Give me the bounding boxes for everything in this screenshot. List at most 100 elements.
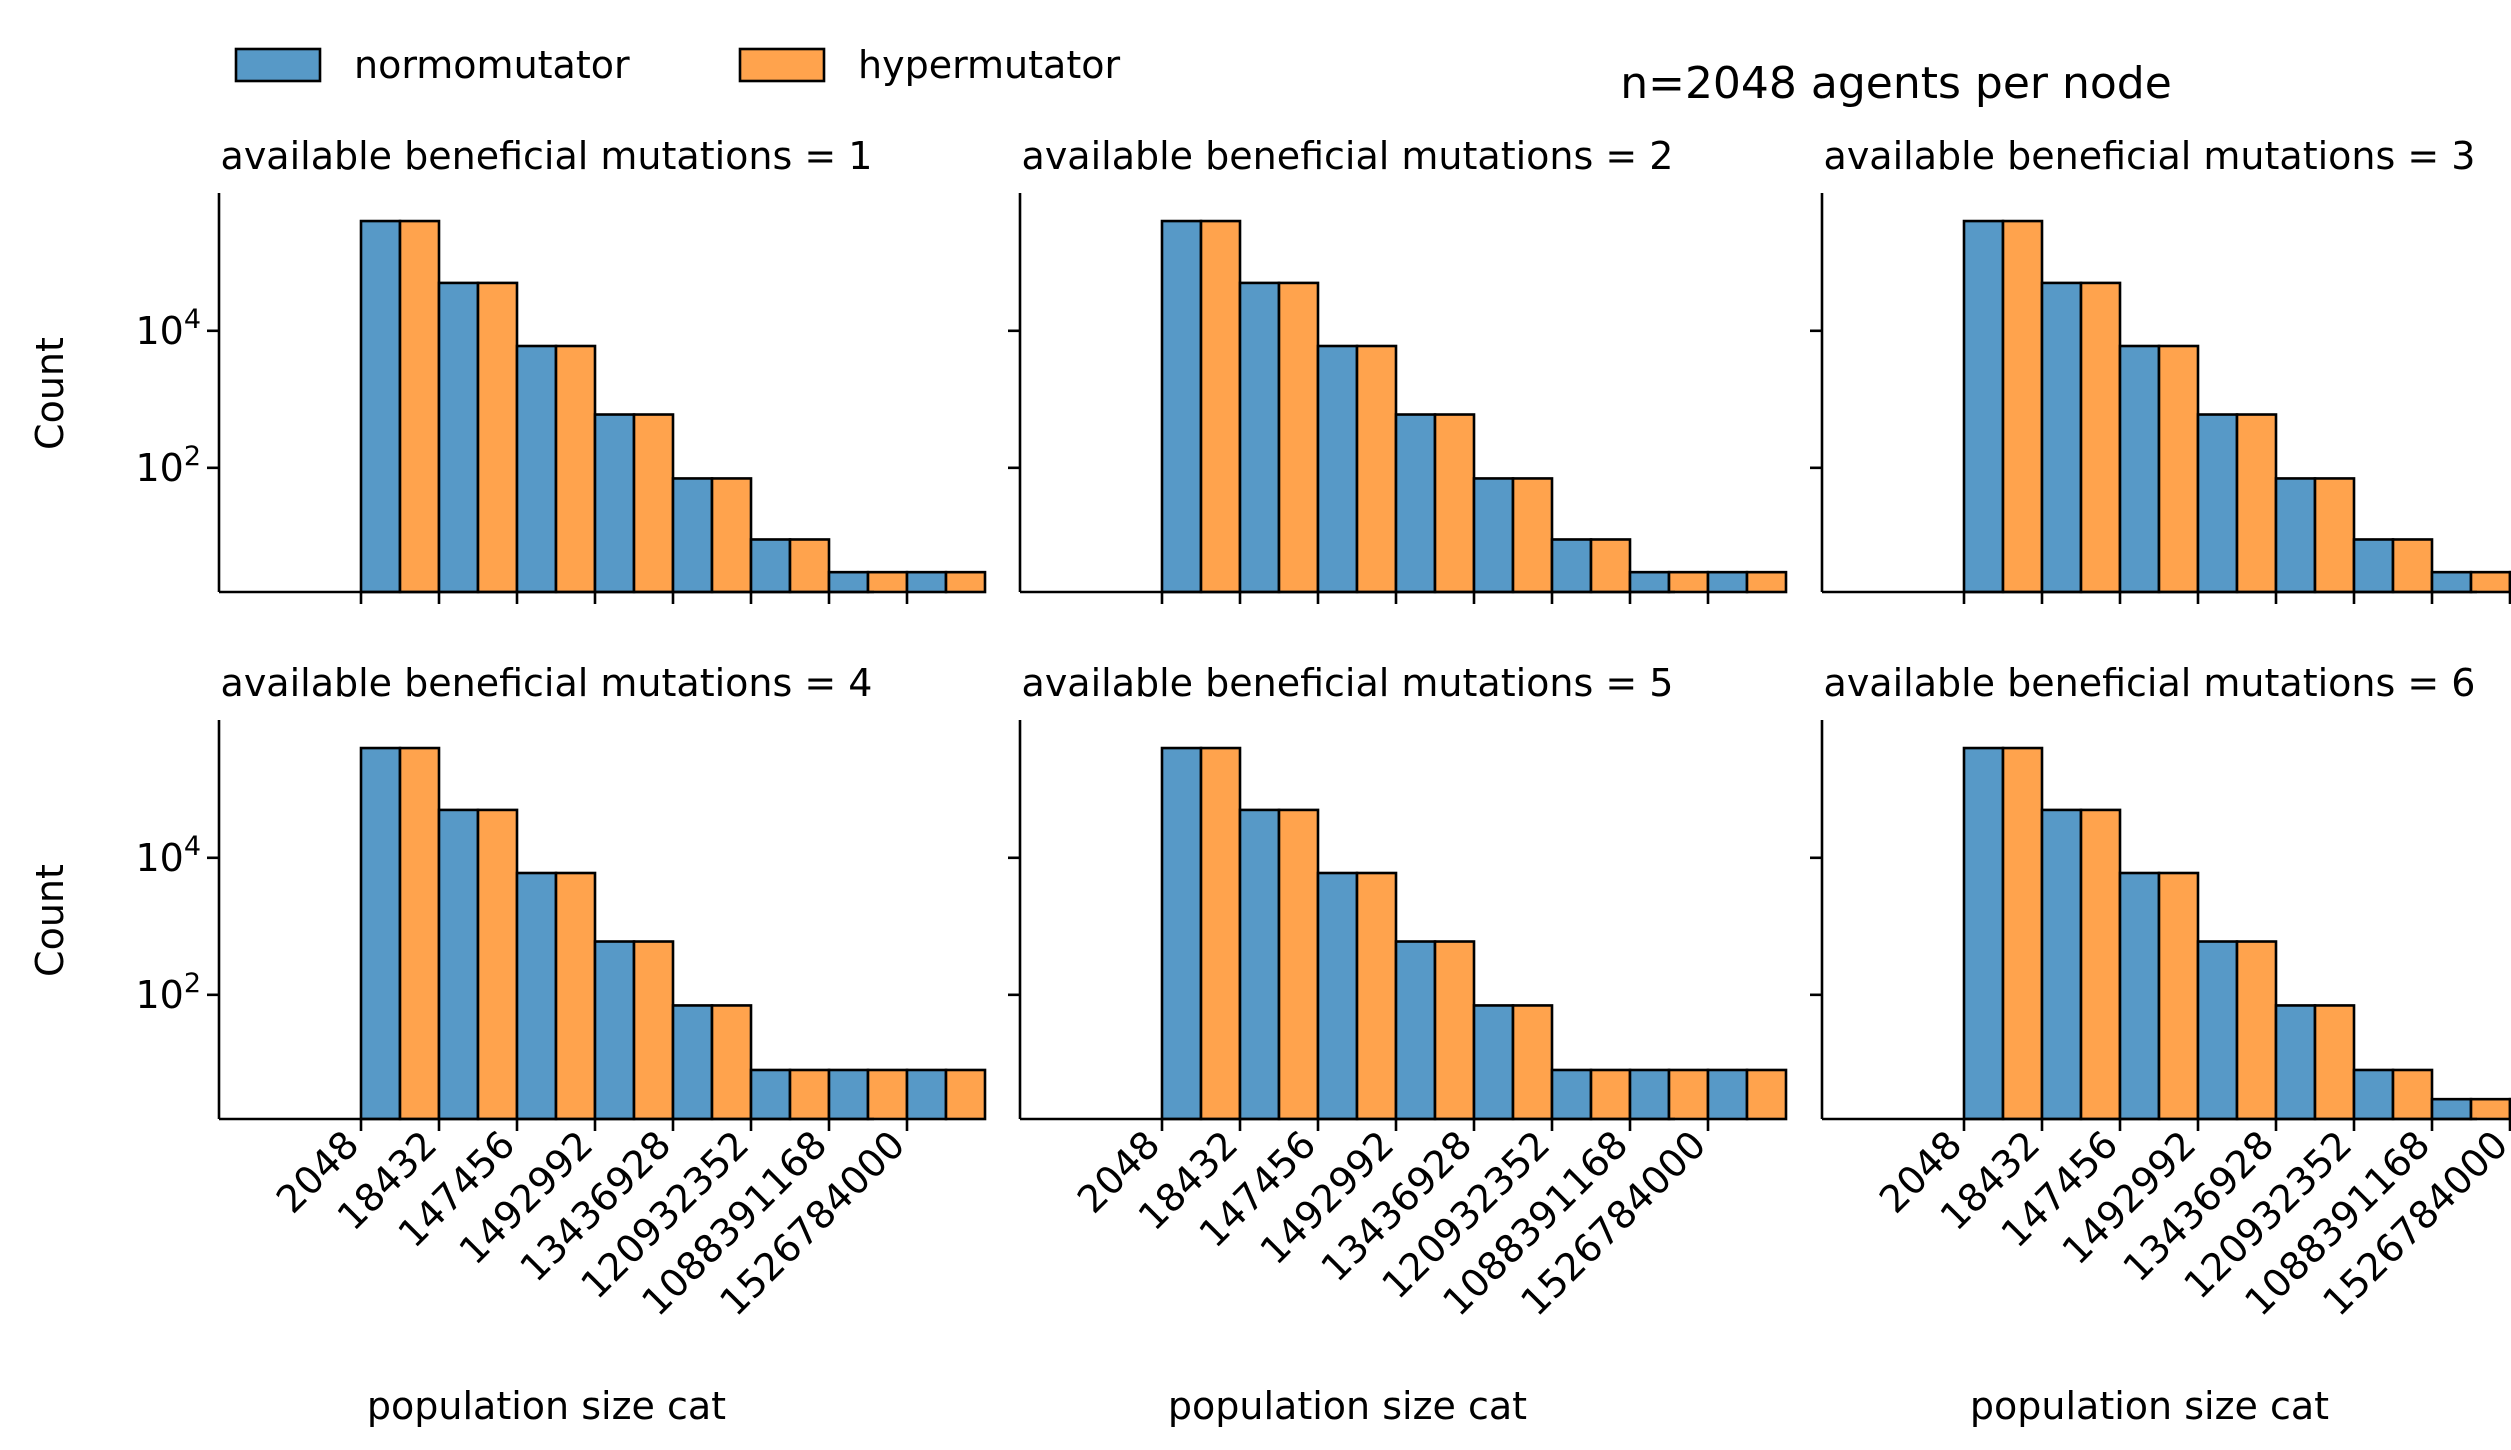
panels: available beneficial mutations = 1 102 104…	[28, 134, 2511, 1428]
y-tick-label: 104	[135, 831, 201, 880]
bar-normomutator	[1394, 413, 1437, 594]
bar-normomutator	[515, 871, 558, 1121]
y-tick-label: 104	[135, 304, 201, 353]
bar-hypermutator	[1745, 570, 1788, 594]
bar-normomutator	[1550, 1068, 1593, 1121]
bar-normomutator	[1962, 746, 2005, 1121]
bar-hypermutator	[1667, 1068, 1710, 1121]
bar-normomutator	[2040, 808, 2083, 1121]
bar-hypermutator	[1199, 746, 1242, 1121]
bar-hypermutator	[2391, 538, 2434, 594]
panel-6: available beneficial mutations = 6204818…	[1810, 661, 2511, 1428]
bar-hypermutator	[398, 219, 441, 594]
panel-title: available beneficial mutations = 3	[1824, 134, 2476, 178]
bar-normomutator	[1394, 940, 1437, 1121]
suptitle: n=2048 agents per node	[1620, 58, 2172, 109]
x-axis-label: population size cat	[1970, 1384, 2329, 1428]
bar-hypermutator	[2469, 1097, 2511, 1121]
bar-normomutator	[2274, 477, 2317, 594]
bar-hypermutator	[1589, 538, 1632, 594]
panel-title: available beneficial mutations = 5	[1022, 661, 1674, 705]
panel-1: available beneficial mutations = 1 102 104…	[28, 134, 987, 604]
bar-normomutator	[2118, 871, 2161, 1121]
bar-hypermutator	[788, 538, 831, 594]
y-tick-label: 102	[135, 968, 201, 1017]
bar-normomutator	[1962, 219, 2005, 594]
bar-normomutator	[515, 344, 558, 594]
bar-normomutator	[1472, 477, 1515, 594]
panel-title: available beneficial mutations = 2	[1022, 134, 1674, 178]
bar-hypermutator	[866, 570, 909, 594]
bar-hypermutator	[1433, 940, 1476, 1121]
bar-normomutator	[1706, 1068, 1749, 1121]
legend-swatch-hypermutator	[738, 47, 826, 83]
bar-hypermutator	[1511, 477, 1554, 594]
bar-hypermutator	[476, 808, 519, 1121]
bar-normomutator	[437, 281, 480, 594]
x-axis-label: population size cat	[367, 1384, 726, 1428]
bar-normomutator	[359, 746, 402, 1121]
bar-hypermutator	[2235, 940, 2278, 1121]
bar-normomutator	[593, 940, 636, 1121]
bar-hypermutator	[710, 477, 753, 594]
bar-normomutator	[2196, 940, 2239, 1121]
bar-normomutator	[2118, 344, 2161, 594]
bar-hypermutator	[866, 1068, 909, 1121]
bar-normomutator	[2430, 570, 2473, 594]
bar-normomutator	[1160, 746, 1203, 1121]
legend: normomutator hypermutator	[234, 43, 1120, 87]
bar-hypermutator	[554, 871, 597, 1121]
bar-hypermutator	[476, 281, 519, 594]
x-axis-label: population size cat	[1168, 1384, 1527, 1428]
bar-normomutator	[1472, 1004, 1515, 1121]
panel-5: available beneficial mutations = 5204818…	[1008, 661, 1788, 1428]
bar-hypermutator	[944, 570, 987, 594]
bar-normomutator	[749, 1068, 792, 1121]
bar-normomutator	[2040, 281, 2083, 594]
bar-hypermutator	[632, 413, 675, 594]
bar-normomutator	[671, 477, 714, 594]
legend-label-normomutator: normomutator	[354, 43, 630, 87]
bar-normomutator	[1238, 808, 1281, 1121]
panel-title: available beneficial mutations = 1	[221, 134, 873, 178]
bar-hypermutator	[632, 940, 675, 1121]
bar-normomutator	[593, 413, 636, 594]
bar-hypermutator	[2079, 281, 2122, 594]
bar-normomutator	[1550, 538, 1593, 594]
bar-normomutator	[2196, 413, 2239, 594]
bar-normomutator	[2352, 1068, 2395, 1121]
bar-hypermutator	[1355, 344, 1398, 594]
bar-normomutator	[1628, 570, 1671, 594]
bar-hypermutator	[2469, 570, 2511, 594]
bar-hypermutator	[2235, 413, 2278, 594]
bar-normomutator	[1316, 871, 1359, 1121]
bar-hypermutator	[1277, 281, 1320, 594]
bar-normomutator	[671, 1004, 714, 1121]
bar-normomutator	[437, 808, 480, 1121]
y-axis-label: Count	[28, 337, 72, 450]
y-axis-label: Count	[28, 864, 72, 977]
bar-normomutator	[1316, 344, 1359, 594]
panel-4: available beneficial mutations = 4 102 104…	[28, 661, 987, 1428]
bar-hypermutator	[1355, 871, 1398, 1121]
bar-normomutator	[1706, 570, 1749, 594]
legend-swatch-normomutator	[234, 47, 322, 83]
bar-normomutator	[2430, 1097, 2473, 1121]
bar-hypermutator	[2313, 477, 2356, 594]
panel-title: available beneficial mutations = 4	[221, 661, 873, 705]
panel-title: available beneficial mutations = 6	[1824, 661, 2476, 705]
y-tick-label: 102	[135, 441, 201, 490]
bar-hypermutator	[788, 1068, 831, 1121]
panel-3: available beneficial mutations = 3	[1810, 134, 2511, 604]
bar-hypermutator	[1745, 1068, 1788, 1121]
bar-hypermutator	[2079, 808, 2122, 1121]
bar-hypermutator	[2313, 1004, 2356, 1121]
bar-normomutator	[827, 570, 870, 594]
bar-normomutator	[749, 538, 792, 594]
bar-hypermutator	[2157, 871, 2200, 1121]
legend-label-hypermutator: hypermutator	[858, 43, 1120, 87]
bar-hypermutator	[944, 1068, 987, 1121]
bar-hypermutator	[2157, 344, 2200, 594]
bar-normomutator	[359, 219, 402, 594]
bar-normomutator	[1628, 1068, 1671, 1121]
